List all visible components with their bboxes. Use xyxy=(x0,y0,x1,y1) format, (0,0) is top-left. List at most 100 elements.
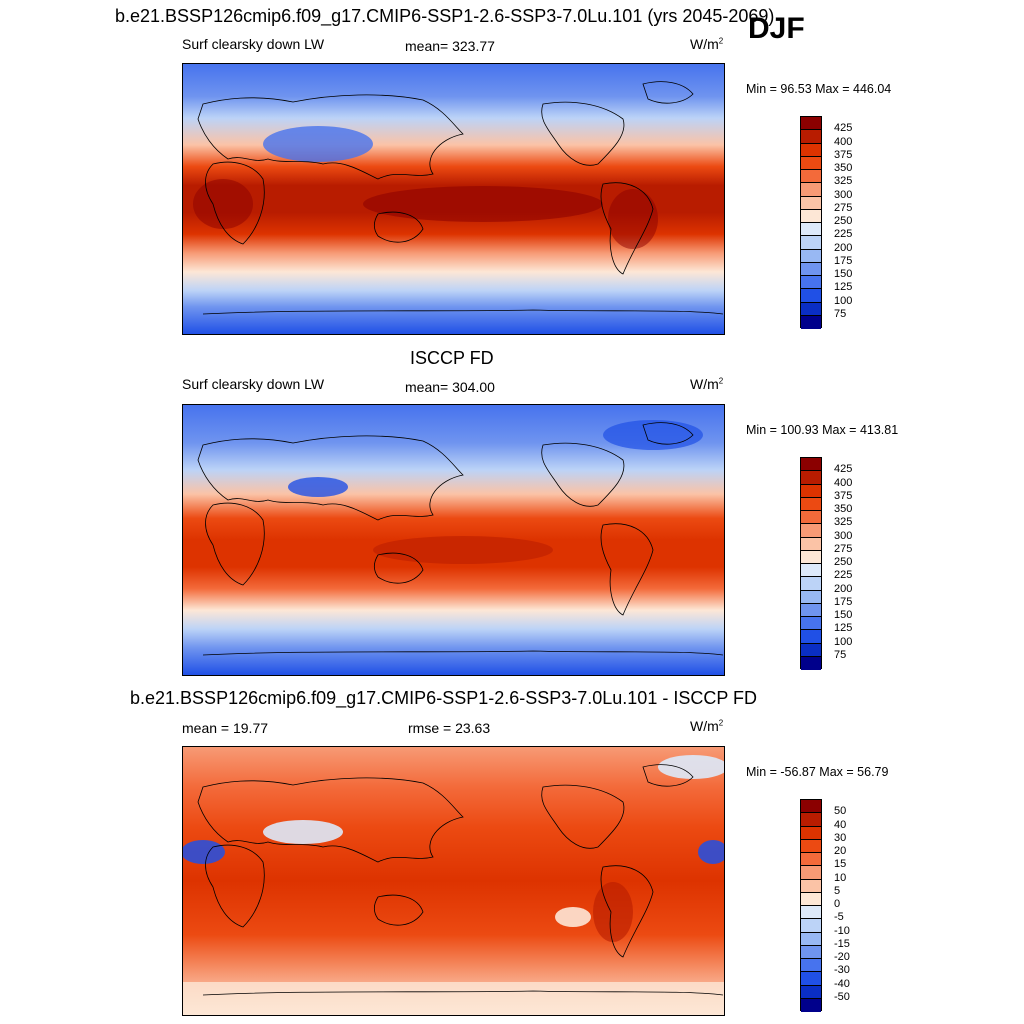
colorbar-tick-label: -40 xyxy=(834,977,850,990)
colorbar-tick-label: 375 xyxy=(834,148,853,161)
colorbar-swatch xyxy=(801,236,821,250)
colorbar-tick-label: 325 xyxy=(834,516,853,529)
panel1-variable-label: Surf clearsky down LW xyxy=(182,36,325,52)
colorbar-tick-label: 350 xyxy=(834,162,853,174)
colorbar-swatch xyxy=(801,826,821,840)
colorbar-swatch xyxy=(801,813,821,827)
colorbar-tick-label: 250 xyxy=(834,556,853,568)
colorbar-swatch xyxy=(801,497,821,511)
colorbar-tick-label: 375 xyxy=(834,489,853,502)
colorbar-swatch xyxy=(801,170,821,184)
colorbar-tick-label: -5 xyxy=(834,911,844,924)
panel1-units: W/m2 xyxy=(690,36,724,52)
colorbar-swatch xyxy=(801,919,821,933)
colorbar-swatch xyxy=(801,932,821,946)
colorbar-swatch xyxy=(801,484,821,498)
colorbar-tick-label: 100 xyxy=(834,635,853,648)
colorbar-tick-label: 100 xyxy=(834,294,853,307)
colorbar-swatch xyxy=(801,853,821,867)
colorbar-swatch xyxy=(801,656,821,670)
panel3-rmse-label: rmse = 23.63 xyxy=(408,720,491,736)
colorbar-swatch xyxy=(801,156,821,170)
panel1-colorbar xyxy=(800,116,822,329)
colorbar-tick-label: 400 xyxy=(834,135,853,148)
panel3-map xyxy=(182,746,725,1016)
colorbar-swatch xyxy=(801,524,821,538)
colorbar-tick-label: 275 xyxy=(834,201,853,214)
colorbar-tick-label: 350 xyxy=(834,503,853,515)
colorbar-swatch xyxy=(801,276,821,290)
colorbar-swatch xyxy=(801,959,821,973)
colorbar-swatch xyxy=(801,130,821,144)
colorbar-swatch xyxy=(801,892,821,906)
colorbar-tick-label: -30 xyxy=(834,964,850,977)
colorbar-swatch xyxy=(801,945,821,959)
colorbar-swatch xyxy=(801,458,821,472)
colorbar-swatch xyxy=(801,302,821,316)
colorbar-swatch xyxy=(801,262,821,276)
colorbar-tick-label: 425 xyxy=(834,122,853,135)
colorbar-swatch xyxy=(801,196,821,210)
colorbar-swatch xyxy=(801,972,821,986)
colorbar-tick-label: 175 xyxy=(834,595,853,608)
colorbar-swatch xyxy=(801,117,821,131)
panel3-title: b.e21.BSSP126cmip6.f09_g17.CMIP6-SSP1-2.… xyxy=(130,688,758,708)
colorbar-swatch xyxy=(801,471,821,485)
colorbar-swatch xyxy=(801,550,821,564)
panel1-minmax: Min = 96.53 Max = 446.04 xyxy=(746,82,892,96)
colorbar-tick-label: 425 xyxy=(834,463,853,476)
colorbar-tick-label: 400 xyxy=(834,476,853,489)
colorbar-swatch xyxy=(801,906,821,920)
colorbar-swatch xyxy=(801,879,821,893)
colorbar-tick-label: 10 xyxy=(834,871,847,884)
colorbar-swatch xyxy=(801,209,821,223)
colorbar-tick-label: -15 xyxy=(834,937,850,950)
colorbar-swatch xyxy=(801,839,821,853)
colorbar-tick-label: 50 xyxy=(834,805,847,818)
colorbar-tick-label: 250 xyxy=(834,215,853,227)
colorbar-tick-label: 225 xyxy=(834,569,853,582)
colorbar-swatch xyxy=(801,223,821,237)
panel3-mean-label: mean = 19.77 xyxy=(182,720,269,736)
colorbar-tick-label: 175 xyxy=(834,254,853,267)
colorbar-tick-label: 150 xyxy=(834,609,853,621)
panel3-units: W/m2 xyxy=(690,718,724,734)
colorbar-tick-label: 20 xyxy=(834,845,847,857)
colorbar-tick-label: 40 xyxy=(834,818,847,831)
colorbar-swatch xyxy=(801,537,821,551)
colorbar-swatch xyxy=(801,143,821,157)
colorbar-swatch xyxy=(801,603,821,617)
colorbar-tick-label: -10 xyxy=(834,924,850,937)
panel1-title: b.e21.BSSP126cmip6.f09_g17.CMIP6-SSP1-2.… xyxy=(115,6,775,26)
colorbar-swatch xyxy=(801,630,821,644)
colorbar-swatch xyxy=(801,577,821,591)
panel1-mean-label: mean= 323.77 xyxy=(405,38,495,54)
colorbar-tick-label: 225 xyxy=(834,228,853,241)
colorbar-swatch xyxy=(801,564,821,578)
colorbar-swatch xyxy=(801,289,821,303)
colorbar-tick-label: 275 xyxy=(834,542,853,555)
colorbar-tick-label: 5 xyxy=(834,884,841,897)
panel2-map xyxy=(182,404,725,676)
colorbar-swatch xyxy=(801,315,821,329)
colorbar-tick-label: 0 xyxy=(834,898,841,910)
panel3-minmax: Min = -56.87 Max = 56.79 xyxy=(746,765,889,779)
colorbar-swatch xyxy=(801,617,821,631)
colorbar-swatch xyxy=(801,511,821,525)
colorbar-tick-label: 75 xyxy=(834,307,847,320)
colorbar-swatch xyxy=(801,643,821,657)
colorbar-tick-label: 150 xyxy=(834,268,853,280)
colorbar-swatch xyxy=(801,866,821,880)
colorbar-swatch xyxy=(801,985,821,999)
colorbar-tick-label: 75 xyxy=(834,648,847,661)
colorbar-tick-label: 200 xyxy=(834,582,853,595)
colorbar-tick-label: -50 xyxy=(834,990,850,1003)
panel2-title: ISCCP FD xyxy=(410,348,494,368)
colorbar-tick-label: 125 xyxy=(834,622,853,635)
panel2-mean-label: mean= 304.00 xyxy=(405,379,495,395)
panel2-colorbar xyxy=(800,457,822,670)
colorbar-tick-label: 125 xyxy=(834,281,853,294)
panel2-minmax: Min = 100.93 Max = 413.81 xyxy=(746,423,899,437)
colorbar-swatch xyxy=(801,998,821,1012)
colorbar-swatch xyxy=(801,249,821,263)
